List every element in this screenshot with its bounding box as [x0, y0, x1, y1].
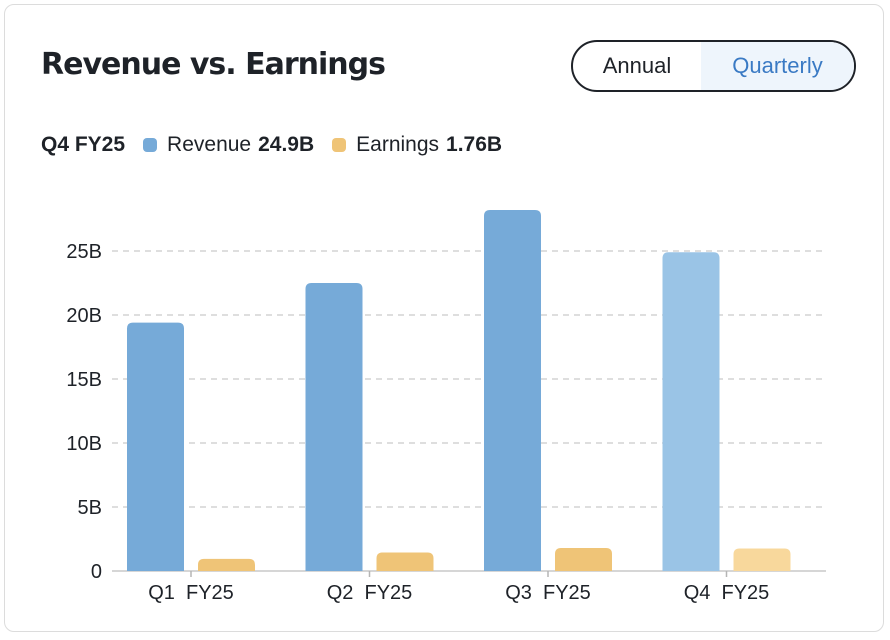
bar-earnings	[555, 547, 612, 571]
legend: Q4 FY25 Revenue 24.9B Earnings 1.76B	[41, 129, 520, 161]
bar-revenue	[662, 252, 720, 571]
chart-title: Revenue vs. Earnings	[41, 47, 386, 82]
legend-revenue-value: 24.9B	[258, 133, 315, 156]
bar-earnings	[198, 558, 255, 571]
bar-revenue	[127, 322, 184, 571]
earnings-swatch-icon	[332, 138, 347, 152]
x-tick-label: Q4 FY25	[684, 582, 770, 604]
x-tick-label: Q1 FY25	[148, 582, 234, 604]
y-tick-label: 0	[91, 561, 102, 583]
legend-period: Q4 FY25	[41, 133, 126, 156]
bar-revenue	[484, 210, 541, 572]
period-toggle[interactable]: Annual Quarterly	[571, 40, 856, 92]
toggle-quarterly[interactable]: Quarterly	[701, 42, 854, 90]
revenue-swatch-icon	[143, 138, 158, 152]
y-tick-label: 10B	[66, 433, 102, 455]
x-tick-label: Q3 FY25	[505, 582, 591, 604]
bar-revenue	[305, 283, 363, 571]
legend-earnings-label: Earnings	[356, 133, 440, 156]
y-tick-label: 20B	[66, 305, 102, 327]
y-tick-label: 25B	[66, 241, 102, 263]
x-tick-label: Q2 FY25	[327, 582, 413, 604]
legend-revenue-label: Revenue	[167, 133, 252, 156]
bar-earnings	[376, 552, 434, 571]
legend-item-revenue: Revenue 24.9B	[143, 133, 314, 157]
toggle-annual[interactable]: Annual	[602, 53, 672, 78]
legend-item-earnings: Earnings 1.76B	[332, 133, 502, 157]
y-tick-label: 15B	[66, 369, 102, 391]
legend-earnings-value: 1.76B	[446, 133, 503, 156]
bar-earnings	[733, 548, 791, 571]
y-tick-label: 5B	[78, 497, 102, 519]
